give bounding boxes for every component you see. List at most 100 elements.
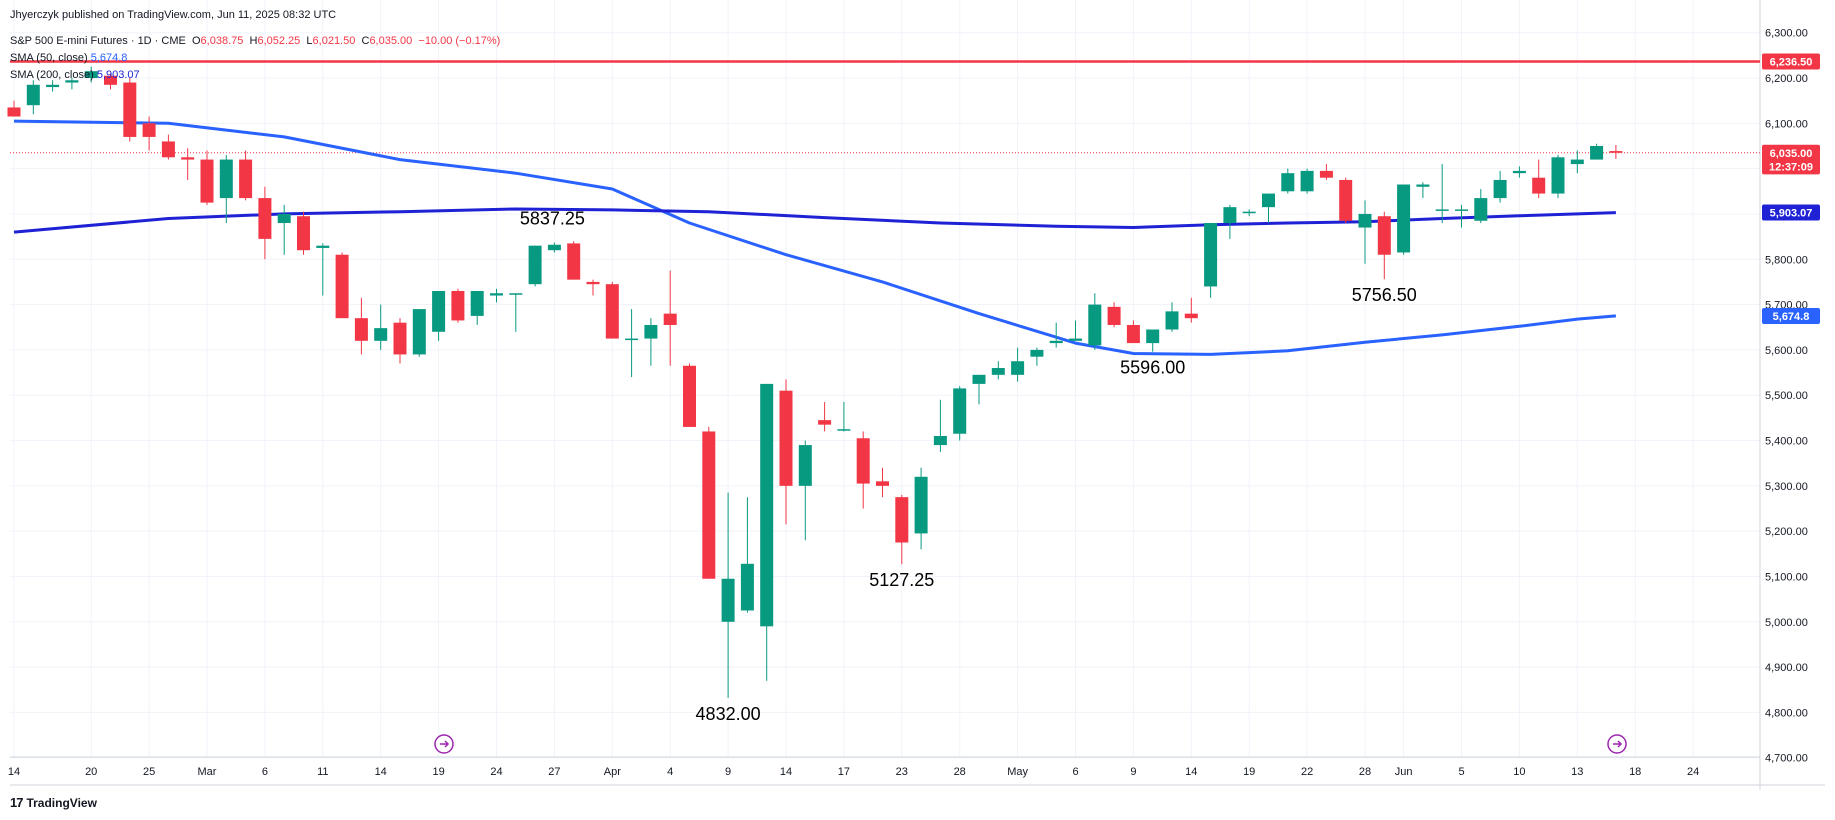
candle-body[interactable] xyxy=(161,141,175,158)
candle-body[interactable] xyxy=(219,159,233,199)
candle-body[interactable] xyxy=(1377,216,1391,255)
candle-body[interactable] xyxy=(586,281,600,285)
candle-body[interactable] xyxy=(432,290,446,332)
candle-body[interactable] xyxy=(1126,324,1140,344)
sma200-legend[interactable]: SMA (200, close) 5,903.07 xyxy=(10,69,140,81)
candle-body[interactable] xyxy=(1455,209,1468,211)
candle-body[interactable] xyxy=(702,431,716,579)
candle-body[interactable] xyxy=(200,159,214,203)
candle-body[interactable] xyxy=(1223,207,1237,224)
candle-body[interactable] xyxy=(663,313,677,325)
candle-body[interactable] xyxy=(876,481,889,486)
candle-body[interactable] xyxy=(1397,184,1411,253)
ohlc-legend: S&P 500 E-mini Futures · 1D · CME O6,038… xyxy=(10,35,500,47)
candle-body[interactable] xyxy=(316,245,330,248)
candle-body[interactable] xyxy=(1281,173,1295,192)
candle-body[interactable] xyxy=(1590,145,1604,160)
candle-body[interactable] xyxy=(65,80,79,83)
candle-body[interactable] xyxy=(683,365,696,427)
candle-body[interactable] xyxy=(258,198,272,239)
tradingview-logo-icon: 17 xyxy=(10,795,24,810)
candle-body[interactable] xyxy=(1474,198,1488,221)
candle-body[interactable] xyxy=(277,213,291,224)
candle-body[interactable] xyxy=(1030,349,1044,357)
candle-body[interactable] xyxy=(1319,170,1333,178)
x-tick-label: 6 xyxy=(1072,766,1078,778)
y-tick-label: 5,300.00 xyxy=(1765,481,1808,493)
candle-body[interactable] xyxy=(1204,223,1218,287)
candle-body[interactable] xyxy=(46,84,60,88)
candle-body[interactable] xyxy=(818,420,832,425)
candle-body[interactable] xyxy=(509,293,523,295)
y-tick-label: 5,600.00 xyxy=(1765,345,1808,357)
candle-body[interactable] xyxy=(528,245,542,285)
candle-body[interactable] xyxy=(412,309,426,355)
candle-body[interactable] xyxy=(84,71,98,79)
candle-body[interactable] xyxy=(490,293,503,296)
candle-body[interactable] xyxy=(1088,304,1102,346)
candle-body[interactable] xyxy=(1609,151,1623,153)
candle-body[interactable] xyxy=(451,290,465,321)
candle-body[interactable] xyxy=(181,157,195,160)
candle-body[interactable] xyxy=(1570,159,1584,165)
candle-body[interactable] xyxy=(914,476,928,534)
symbol-name[interactable]: S&P 500 E-mini Futures · 1D · CME xyxy=(10,35,186,47)
candle-body[interactable] xyxy=(1339,179,1353,221)
candle-body[interactable] xyxy=(740,563,754,611)
candle-body[interactable] xyxy=(142,123,156,137)
candle-body[interactable] xyxy=(1069,338,1082,341)
candle-body[interactable] xyxy=(567,243,581,280)
candle-body[interactable] xyxy=(1049,340,1063,344)
sma50-line[interactable] xyxy=(13,119,1617,356)
tradingview-brand[interactable]: 17 TradingView xyxy=(10,795,97,810)
candle-body[interactable] xyxy=(1358,213,1372,228)
candle-body[interactable] xyxy=(7,107,21,117)
candle-body[interactable] xyxy=(760,383,774,627)
candle-body[interactable] xyxy=(837,429,851,431)
candle-body[interactable] xyxy=(779,390,793,486)
y-tick-label: 6,300.00 xyxy=(1765,28,1808,40)
candle-body[interactable] xyxy=(470,290,484,316)
candle-body[interactable] xyxy=(1165,311,1179,330)
candle-body[interactable] xyxy=(625,338,639,341)
candle-body[interactable] xyxy=(1551,157,1565,194)
x-tick-label: 28 xyxy=(1359,766,1371,778)
sma200-line[interactable] xyxy=(13,207,1616,234)
candle-body[interactable] xyxy=(104,75,117,85)
candle-body[interactable] xyxy=(1242,211,1256,214)
candle-body[interactable] xyxy=(374,328,388,341)
candle-body[interactable] xyxy=(1011,361,1025,375)
candle-body[interactable] xyxy=(123,82,137,137)
x-tick-label: 28 xyxy=(954,766,966,778)
candle-body[interactable] xyxy=(1262,193,1275,208)
candle-body[interactable] xyxy=(605,284,619,339)
candle-body[interactable] xyxy=(856,438,870,484)
candle-body[interactable] xyxy=(1493,179,1507,199)
candle-body[interactable] xyxy=(26,84,40,106)
candle-body[interactable] xyxy=(972,374,986,384)
candle-body[interactable] xyxy=(1184,313,1198,319)
candle-body[interactable] xyxy=(1416,184,1430,187)
candle-body[interactable] xyxy=(239,159,253,199)
candle-body[interactable] xyxy=(1435,209,1449,211)
candle-body[interactable] xyxy=(798,445,812,486)
sma50-legend[interactable]: SMA (50, close) 5,674.8 xyxy=(10,52,127,64)
candle-body[interactable] xyxy=(895,497,909,543)
candle-body[interactable] xyxy=(991,368,1005,375)
candle-body[interactable] xyxy=(933,435,947,446)
candle-body[interactable] xyxy=(393,322,407,355)
candle-body[interactable] xyxy=(547,244,561,251)
candle-body[interactable] xyxy=(1146,329,1160,344)
candle-body[interactable] xyxy=(297,216,310,251)
candle-body[interactable] xyxy=(1532,177,1546,194)
y-tick-label: 5,000.00 xyxy=(1765,617,1808,629)
candle-body[interactable] xyxy=(1300,170,1314,192)
candle-body[interactable] xyxy=(953,388,967,434)
candle-body[interactable] xyxy=(721,578,735,622)
candle-body[interactable] xyxy=(354,318,368,341)
candle-body[interactable] xyxy=(335,254,349,319)
candle-body[interactable] xyxy=(644,324,658,339)
candle-body[interactable] xyxy=(1512,170,1526,174)
candle-body[interactable] xyxy=(1107,306,1121,325)
